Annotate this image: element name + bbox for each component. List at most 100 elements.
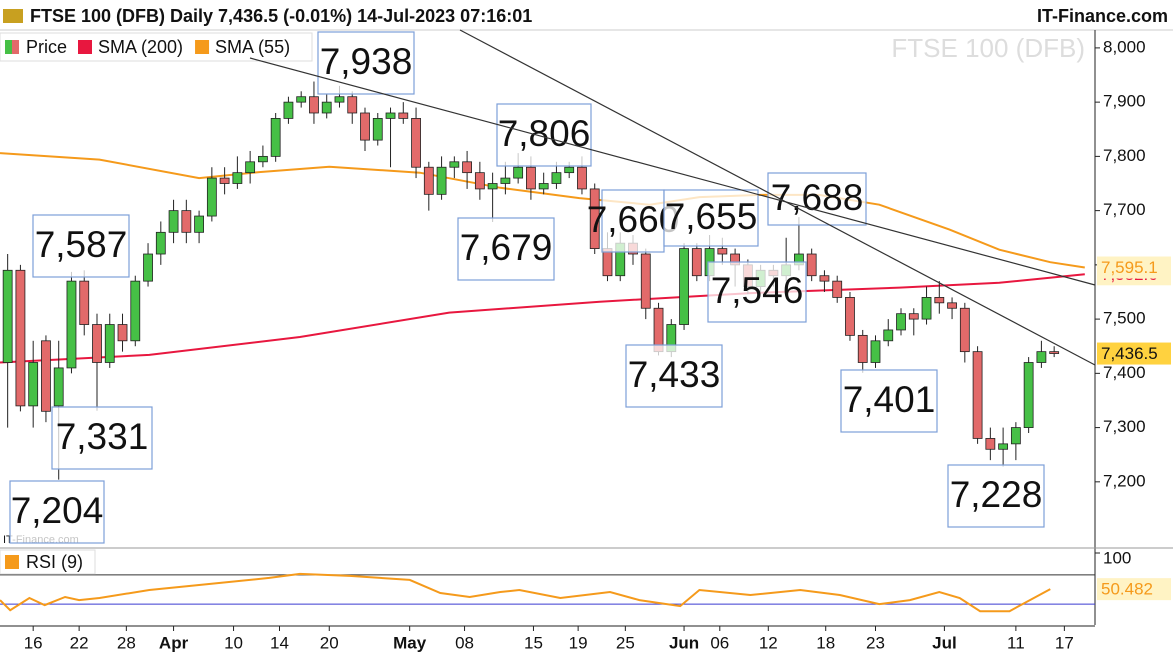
- candle-body: [832, 280, 843, 298]
- annotation-box: [625, 344, 723, 408]
- legend-label: Price: [26, 37, 67, 57]
- candle-body: [1010, 427, 1021, 445]
- candle-body: [92, 324, 102, 363]
- x-tick-label: Jun: [669, 633, 699, 652]
- candle-body: [15, 269, 26, 407]
- candle-body: [589, 188, 600, 249]
- candle-body: [181, 210, 192, 233]
- demo-badge: [3, 9, 23, 23]
- x-tick-label: 28: [117, 633, 136, 652]
- annotation-box: [9, 480, 105, 544]
- candle-body: [602, 248, 613, 277]
- annotation: 7,938: [320, 41, 413, 82]
- annotation: 7,401: [843, 379, 936, 420]
- x-tick-label: 19: [569, 633, 588, 652]
- annotation-box: [317, 31, 415, 95]
- legend-swatch: [78, 40, 92, 54]
- x-tick-label: 23: [866, 633, 885, 652]
- candle-body: [334, 96, 345, 103]
- candle-body: [462, 161, 472, 174]
- y-tick-label: 7,300: [1103, 417, 1146, 436]
- y-tick-label: 7,400: [1103, 363, 1146, 382]
- y-tick-label: 7,900: [1103, 92, 1146, 111]
- x-tick-label: 06: [710, 633, 729, 652]
- trend-lines: [249, 29, 1096, 366]
- annotation: 7,655: [665, 196, 758, 237]
- candle-body: [41, 340, 51, 412]
- candle-body: [347, 96, 358, 114]
- candle-body: [487, 183, 498, 190]
- y-tick-label: 7,800: [1103, 146, 1146, 165]
- x-tick-label: 10: [224, 633, 243, 652]
- rsi-last-label-bg: [1097, 578, 1171, 601]
- candle-body: [79, 280, 90, 325]
- annotation: 7,688: [771, 177, 864, 218]
- candle-body: [130, 280, 141, 342]
- candle-body: [908, 313, 919, 320]
- candle-body: [219, 177, 230, 184]
- x-tick-label: Jul: [932, 633, 957, 652]
- candle-body: [1049, 351, 1060, 354]
- candle-body: [372, 118, 383, 141]
- rsi-last-label: 50.482: [1101, 580, 1153, 599]
- candle-body: [270, 118, 281, 157]
- annotation-box: [707, 261, 807, 323]
- price-last-label-bg: [1097, 342, 1171, 365]
- annotation: 7,433: [628, 354, 721, 395]
- candle-body: [1036, 351, 1047, 363]
- candle-body: [423, 166, 434, 195]
- candle-body: [28, 362, 39, 407]
- annotation: 7,228: [950, 474, 1043, 515]
- x-tick-label: Apr: [159, 633, 189, 652]
- candle-body: [194, 215, 204, 233]
- candle-body: [449, 161, 460, 168]
- legend-swatch: [12, 40, 19, 54]
- annotation-box: [51, 406, 153, 470]
- candle-body: [53, 367, 64, 407]
- x-tick-label: 08: [455, 633, 474, 652]
- candle-body: [513, 166, 524, 179]
- candle-body: [1023, 362, 1034, 428]
- trend-line: [459, 29, 1096, 366]
- sma-line: [0, 273, 1085, 364]
- annotation-box: [496, 103, 592, 167]
- candle-body: [385, 112, 396, 119]
- candle-body: [551, 172, 562, 184]
- rsi-line: [0, 572, 1051, 613]
- candle-body: [806, 253, 817, 277]
- rsi-tick-label: 100: [1103, 548, 1131, 567]
- sma-last-label-bg: [1097, 256, 1171, 279]
- candle-body: [896, 313, 906, 331]
- watermark: FTSE 100 (DFB): [891, 33, 1085, 63]
- candle-body: [972, 351, 983, 439]
- x-tick-label: 22: [70, 633, 89, 652]
- candle-body: [577, 166, 587, 190]
- candle-body: [819, 275, 830, 282]
- legend-bg: [0, 32, 313, 62]
- candle-body: [857, 334, 868, 363]
- candle-body: [691, 248, 702, 277]
- annotation-box: [947, 464, 1045, 528]
- sma-last-label: 7,595.1: [1101, 258, 1158, 277]
- candle-body: [66, 280, 77, 369]
- annotation: 7,546: [711, 270, 804, 311]
- candle-body: [538, 183, 549, 190]
- annotation: 7,587: [35, 224, 128, 265]
- rsi-legend-label: RSI (9): [26, 552, 83, 572]
- annotation-box: [767, 172, 867, 226]
- x-tick-label: 18: [816, 633, 835, 652]
- candle-body: [104, 324, 115, 363]
- candle-body: [921, 297, 932, 320]
- price-last-label: 7,436.5: [1101, 344, 1158, 363]
- annotation-box: [840, 369, 938, 433]
- candle-body: [474, 172, 485, 190]
- x-tick-label: 20: [320, 633, 339, 652]
- x-tick-label: May: [393, 633, 427, 652]
- legend-label: SMA (55): [215, 37, 290, 57]
- y-tick-label: 7,200: [1103, 471, 1146, 490]
- candle-body: [398, 112, 409, 119]
- y-tick-label: 7,500: [1103, 309, 1146, 328]
- candle-body: [564, 166, 575, 174]
- y-tick-label: 7,700: [1103, 200, 1146, 219]
